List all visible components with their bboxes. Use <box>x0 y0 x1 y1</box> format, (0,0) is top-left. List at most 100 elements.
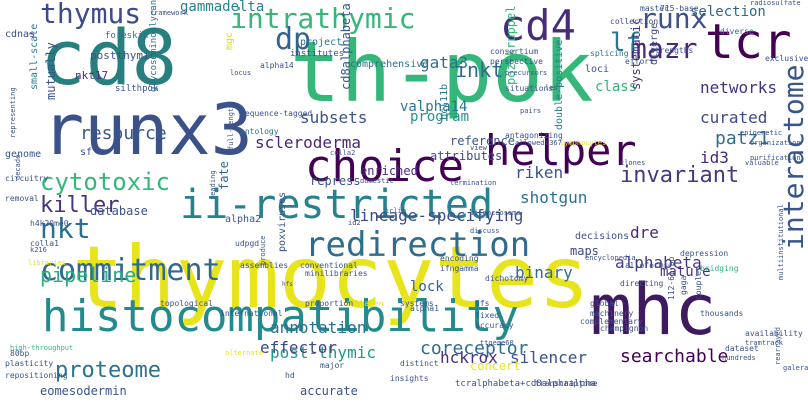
word-ii-restricted: ii-restricted <box>180 182 494 228</box>
word-runx3: runx3 <box>42 89 253 171</box>
word-id2: id2 <box>348 219 361 227</box>
word-accurate: accurate <box>300 384 358 398</box>
word-complementary: complementary <box>580 317 643 326</box>
word-shotgun: shotgun <box>520 188 588 207</box>
word-genome: genome <box>5 149 42 160</box>
word-effort: effort <box>625 57 654 66</box>
word-cdnas: cdnas <box>5 29 36 40</box>
word-distinct: distinct <box>400 359 439 368</box>
word-poxviruses: poxviruses <box>277 191 288 252</box>
word-networks: networks <box>700 78 778 97</box>
word-collagen: collagen <box>345 299 384 308</box>
word-view: view <box>470 144 487 152</box>
word-champignon: champignon <box>600 324 649 333</box>
word-strengths: strengths <box>650 46 694 55</box>
word-framework: framework <box>150 9 188 17</box>
word-termination: termination <box>450 179 497 187</box>
word-systematic: systematic <box>629 17 643 90</box>
word-comprehensive: comprehensive <box>350 59 429 70</box>
word-class: class <box>595 79 638 95</box>
word-splicing: splicing <box>590 49 629 58</box>
word-hd: hd <box>285 371 295 380</box>
word-gammadelta: gammadelta <box>180 0 265 15</box>
word-reference: reference <box>450 134 516 148</box>
word-accuracy: accuracy <box>475 321 514 330</box>
word-alternate: alternate <box>225 349 263 357</box>
word-attributes: attributes <box>430 149 503 163</box>
word-hfs: hfs <box>282 281 293 288</box>
word-hundreds: hundreds <box>722 354 756 362</box>
word-invariant: invariant <box>620 163 740 188</box>
word-715-base: 715-base <box>660 4 699 13</box>
word-lock: lock <box>410 279 444 295</box>
word-th-pok: th-pok <box>290 23 594 121</box>
word-topological: topological <box>160 299 213 308</box>
word-silencer: silencer <box>510 348 588 367</box>
word-alpha2: alpha2 <box>225 214 262 225</box>
word-repositioning: repositioning <box>5 371 68 380</box>
word-epigenetic: epigenetic <box>740 129 783 137</box>
word-112-61-bp: 112-61-bp <box>667 256 676 300</box>
word-cytotoxic: cytotoxic <box>40 168 171 196</box>
word-tfs: tfs <box>475 299 490 308</box>
word-circuitry: circuitry <box>5 174 49 183</box>
word-galera: galera <box>783 364 808 372</box>
word-loci: loci <box>585 64 610 75</box>
word-clones: clones <box>620 159 646 167</box>
word-radiosulfate: radiosulfate <box>750 0 801 7</box>
word-alloforms: alloforms <box>625 261 669 270</box>
word-international: international <box>220 309 283 318</box>
word-mature: mature <box>660 264 711 280</box>
word-colla1: colla1 <box>30 239 59 248</box>
word-multiinstitutional: multiinstitutional <box>777 204 785 280</box>
word-project: project <box>300 37 343 48</box>
word-hckrox: hckrox <box>440 348 498 367</box>
word-cd4: cd4 <box>500 1 576 50</box>
word-mgc: mgc <box>224 31 235 50</box>
word-foreskin: foreskin <box>105 31 149 41</box>
word-tcr: tcr <box>705 14 792 70</box>
word-bcl11b: bcl11b <box>439 83 450 120</box>
word-directing: directing <box>620 279 664 288</box>
word-decade: decade <box>14 154 22 180</box>
word-fixed: fixed <box>475 311 500 320</box>
word-alpha1: alpha1 <box>410 304 439 313</box>
word-gaga: gaga <box>679 275 688 295</box>
word-ontology: ontology <box>240 127 279 136</box>
word-subsets: subsets <box>300 108 368 127</box>
word-assemblies: assemblies <box>240 261 289 270</box>
word-depression: depression <box>680 249 729 258</box>
word-maps: maps <box>570 244 599 258</box>
word-consortium: consortium <box>490 47 539 56</box>
word-killer: killer <box>40 193 120 218</box>
word-full-length: full-length <box>227 103 235 150</box>
word-patz1: patz1 <box>715 128 770 149</box>
word-helper: helper <box>485 126 637 175</box>
word-organization: organization <box>750 139 801 147</box>
word-program: program <box>410 109 470 125</box>
word-encyclopedia: encyclopedia <box>585 254 636 262</box>
word-resource: resource <box>80 123 167 144</box>
word-database: database <box>90 204 148 218</box>
word-ifngamma: ifngamma <box>440 264 479 273</box>
word-udpgd: udpgd <box>235 239 260 248</box>
word-pipeline: pipeline <box>40 263 137 287</box>
word-les: les <box>545 84 558 92</box>
word-systems: systems <box>400 299 434 308</box>
word-thymus: thymus <box>40 0 142 30</box>
word-concert: concert <box>470 359 521 373</box>
word-gata3: gata3 <box>420 53 469 72</box>
word-lineage-specifying: lineage-specifying <box>350 206 524 225</box>
word-dp: dp <box>275 22 312 57</box>
word-commitment: commitment <box>40 253 221 288</box>
word-silenceosome: silenceosome <box>470 209 521 217</box>
word-allowed: allowed <box>515 139 545 147</box>
word-curated: curated <box>700 108 768 127</box>
word-repress: repress <box>310 174 361 188</box>
word-major: major <box>320 361 345 370</box>
word-r367: r367 <box>545 139 562 147</box>
word-machinery: machinery <box>590 309 634 318</box>
word-situations: situations <box>505 84 554 93</box>
word-postthymic: postthymic <box>90 49 157 62</box>
